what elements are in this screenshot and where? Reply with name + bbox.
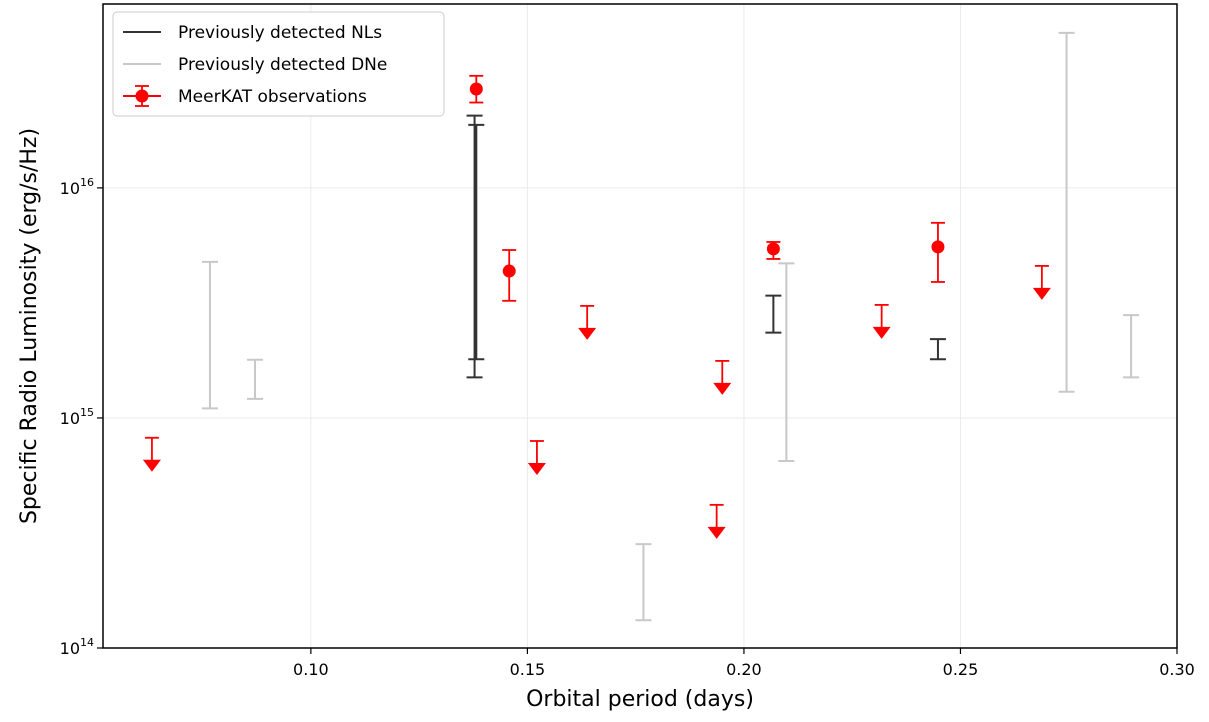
data-point (766, 242, 780, 256)
legend-box (112, 11, 445, 117)
upper-limit-arrow (142, 459, 161, 472)
upper-limit-arrow (1032, 287, 1051, 300)
x-tick-label: 0.20 (726, 660, 762, 679)
y-axis-label: Specific Radio Luminosity (erg/s/Hz) (17, 128, 42, 524)
y-tick-label: 1015 (60, 406, 94, 428)
y-tick-label: 1016 (60, 176, 94, 198)
legend-label: Previously detected DNe (178, 55, 387, 75)
data-point (502, 264, 516, 278)
upper-limit (578, 304, 597, 340)
upper-limit-arrow (578, 327, 597, 340)
upper-limit-arrow (707, 526, 726, 539)
data-point (469, 82, 483, 96)
data-point (931, 240, 945, 254)
x-tick-label: 0.15 (510, 660, 546, 679)
upper-limit (142, 436, 161, 472)
x-tick-label: 0.30 (1159, 660, 1195, 679)
upper-limit-arrow (713, 382, 732, 395)
upper-limit (707, 503, 726, 539)
plot-frame (102, 3, 1178, 649)
x-axis-label: Orbital period (days) (526, 687, 754, 712)
upper-limit-arrow (872, 326, 891, 339)
legend-swatch (135, 89, 149, 103)
upper-limit (872, 304, 891, 339)
x-tick-label: 0.10 (293, 660, 329, 679)
upper-limit-arrow (527, 462, 546, 475)
upper-limit (527, 440, 546, 475)
upper-limit (1032, 265, 1051, 300)
legend-label: MeerKAT observations (178, 87, 367, 107)
legend-label: Previously detected NLs (178, 23, 382, 43)
x-tick-label: 0.25 (943, 660, 979, 679)
upper-limit (713, 359, 732, 395)
y-tick-label: 1014 (60, 636, 94, 658)
